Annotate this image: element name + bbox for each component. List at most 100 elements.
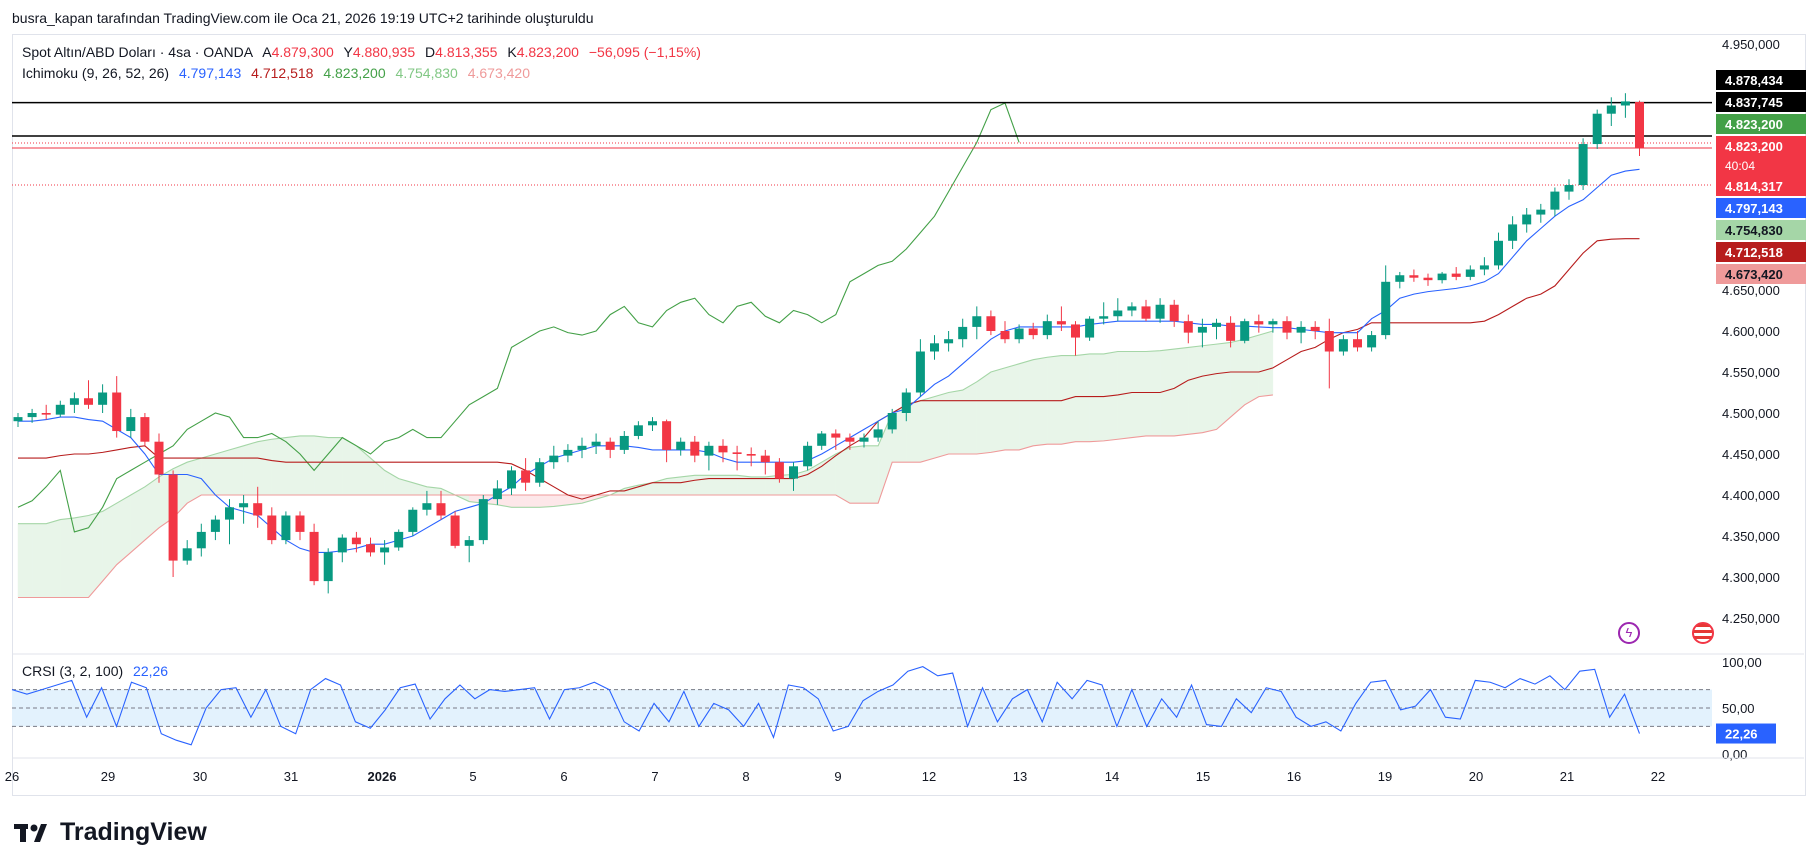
- candle-body: [422, 503, 432, 510]
- y-tick-label: 4.650,000: [1722, 283, 1780, 298]
- candle-body: [239, 503, 249, 508]
- price-badge-label: 4.754,830: [1725, 223, 1783, 238]
- price-badge-label: 4.823,200: [1725, 117, 1783, 132]
- candle-body: [1310, 326, 1320, 331]
- candle-body: [676, 441, 686, 450]
- candle-body: [1085, 318, 1095, 338]
- cloud-segment: [144, 476, 160, 541]
- candle-body: [760, 455, 770, 463]
- cloud-segment: [45, 519, 61, 598]
- x-tick-label: 21: [1560, 769, 1574, 784]
- candle-body: [380, 547, 390, 553]
- ichimoku-legend: Ichimoku (9, 26, 52, 26) 4.797,143 4.712…: [22, 65, 536, 81]
- x-tick-label: 20: [1469, 769, 1483, 784]
- ichimoku-name[interactable]: Ichimoku (9, 26, 52, 26): [22, 65, 170, 81]
- price-badge: [1716, 264, 1806, 284]
- candle-body: [535, 462, 545, 483]
- flash-icon[interactable]: ϟ: [1618, 622, 1640, 644]
- candle-body: [1183, 321, 1193, 333]
- cloud-segment: [342, 437, 357, 496]
- candle-body: [1381, 281, 1391, 336]
- cloud-segment: [694, 475, 710, 496]
- candle-body: [1437, 273, 1447, 281]
- crsi-name[interactable]: CRSI (3, 2, 100): [22, 663, 124, 679]
- cloud-segment: [1004, 363, 1020, 451]
- candle-body: [337, 537, 347, 553]
- candle-body: [577, 445, 587, 450]
- cloud-segment: [17, 523, 33, 598]
- cloud-segment: [215, 449, 230, 496]
- ichimoku-span-a-value: 4.754,830: [395, 65, 458, 81]
- candle-body: [845, 437, 855, 442]
- candle-body: [69, 398, 79, 405]
- candle-body: [789, 466, 798, 479]
- x-tick-label: 13: [1013, 769, 1027, 784]
- candle-body: [1536, 209, 1546, 215]
- cloud-segment: [313, 435, 329, 496]
- price-badge-label: 4.712,518: [1725, 245, 1783, 260]
- cloud-segment: [1159, 348, 1175, 437]
- leading-span-b-line: [18, 394, 1273, 599]
- candle-body: [831, 433, 841, 438]
- us-flag-icon[interactable]: [1692, 622, 1714, 644]
- change-value: −56,095 (−1,15%): [588, 44, 701, 60]
- y-tick-label: 4.950,000: [1722, 37, 1780, 52]
- candle-body: [196, 531, 206, 549]
- tradingview-logo[interactable]: TradingView: [14, 818, 207, 847]
- candle-body: [1423, 277, 1433, 281]
- tradingview-brand: TradingView: [60, 818, 207, 846]
- cloud-segment: [581, 494, 597, 504]
- chart-caption: busra_kapan tarafından TradingView.com i…: [12, 10, 594, 26]
- cloud-segment: [539, 494, 555, 508]
- low-value: 4.813,355: [435, 44, 498, 60]
- cloud-segment: [934, 392, 949, 459]
- price-badge: [1716, 92, 1806, 112]
- cloud-segment: [201, 453, 216, 496]
- candle-body: [1508, 224, 1518, 241]
- candle-body: [281, 515, 291, 541]
- crsi-y-tick-label: 0,00: [1722, 747, 1747, 762]
- close-label: K: [507, 44, 517, 60]
- candle-body: [13, 417, 23, 422]
- candle-body: [1451, 273, 1461, 277]
- cloud-segment: [1117, 351, 1133, 440]
- cloud-segment: [1244, 334, 1260, 406]
- candle-body: [225, 507, 234, 520]
- candle-body: [732, 452, 742, 454]
- x-tick-label: 14: [1105, 769, 1119, 784]
- cloud-segment: [74, 515, 89, 598]
- x-tick-label: 26: [5, 769, 19, 784]
- candle-body: [1127, 306, 1137, 311]
- candle-body: [1240, 321, 1250, 341]
- candle-body: [1226, 322, 1236, 341]
- cloud-segment: [299, 435, 315, 496]
- candle-body: [1141, 306, 1151, 319]
- lagging-span-line: [17, 102, 1020, 533]
- x-tick-label: 22: [1651, 769, 1665, 784]
- y-tick-label: 4.600,000: [1722, 324, 1780, 339]
- price-badge-label: 4.837,745: [1725, 95, 1783, 110]
- candle-body: [1212, 322, 1221, 327]
- candle-body: [126, 417, 136, 432]
- cloud-segment: [948, 389, 963, 455]
- candle-body: [619, 435, 629, 450]
- cloud-segment: [835, 447, 851, 504]
- candle-body: [746, 454, 756, 456]
- candle-body: [168, 474, 178, 561]
- candle-body: [140, 417, 150, 442]
- candle-body: [1367, 335, 1377, 348]
- candle-body: [944, 339, 954, 344]
- cloud-segment: [511, 494, 526, 508]
- candle-body: [1522, 214, 1532, 225]
- price-badge-label: 4.814,317: [1725, 179, 1783, 194]
- cloud-segment: [962, 381, 978, 455]
- price-badge-label: 4.878,434: [1725, 73, 1784, 88]
- cloud-segment: [666, 476, 681, 496]
- symbol-name[interactable]: Spot Altın/ABD Doları · 4sa · OANDA: [22, 44, 254, 60]
- candle-body: [408, 509, 418, 532]
- base-line: [18, 238, 1640, 500]
- candle-body: [1578, 144, 1588, 186]
- chart-frame[interactable]: [12, 34, 1806, 796]
- candle-body: [803, 445, 813, 467]
